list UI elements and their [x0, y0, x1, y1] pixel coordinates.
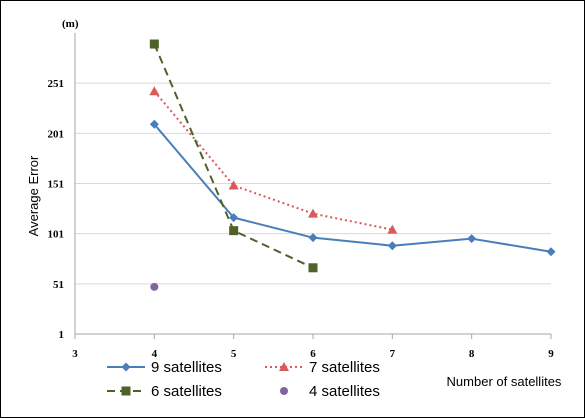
data-point — [149, 86, 160, 96]
data-point — [149, 39, 159, 49]
legend-marker — [121, 362, 131, 372]
legend-label: 9 satellites — [151, 359, 222, 376]
data-point — [308, 263, 318, 273]
series-line — [153, 90, 393, 231]
y-tick-label: 101 — [48, 229, 65, 241]
series-7-satellites — [149, 86, 398, 234]
data-point — [308, 208, 318, 218]
x-tick-label: 8 — [469, 348, 475, 360]
legend-label: 7 satellites — [309, 359, 380, 376]
legend-marker — [121, 386, 131, 396]
y-tick-label: 151 — [48, 179, 65, 191]
y-axis-title: Average Error — [26, 155, 41, 236]
legend-marker — [279, 362, 289, 371]
legend-label: 6 satellites — [151, 383, 222, 400]
x-tick-label: 3 — [72, 348, 78, 360]
gridlines — [75, 82, 551, 285]
x-tick-label: 9 — [548, 348, 554, 360]
y-unit-label: (m) — [62, 18, 79, 30]
legend-marker — [280, 387, 288, 395]
legend-item-7-satellites: 7 satellites — [265, 359, 380, 376]
x-tick-label: 7 — [390, 348, 396, 360]
legend: 9 satellites 7 satellites 6 satellites 4 sa… — [107, 359, 380, 400]
legend-item-6-satellites: 6 satellites — [107, 383, 222, 400]
x-tick-label: 4 — [152, 348, 158, 360]
x-tick-label: 5 — [231, 348, 237, 360]
y-tick-label: 1 — [59, 329, 65, 341]
data-point — [149, 119, 159, 129]
y-tick-label: 51 — [53, 279, 64, 291]
series-6-satellites — [149, 39, 318, 273]
axes — [74, 33, 552, 339]
x-tick-label: 6 — [310, 348, 316, 360]
data-point — [150, 282, 159, 291]
data-point — [387, 241, 397, 251]
series-line — [153, 123, 552, 253]
series-9-satellites — [149, 119, 556, 257]
legend-label: 4 satellites — [309, 383, 380, 400]
x-axis-title: Number of satellites — [447, 374, 562, 389]
series-layer — [149, 39, 556, 291]
y-tick-label: 251 — [48, 78, 65, 90]
y-tick-label: 201 — [48, 128, 65, 140]
legend-item-4-satellites: 4 satellites — [280, 383, 380, 400]
data-point — [229, 226, 239, 236]
data-point — [387, 224, 398, 234]
data-point — [546, 247, 556, 257]
data-point — [308, 233, 318, 243]
series-4-satellites — [150, 282, 159, 291]
data-point — [467, 234, 477, 244]
legend-item-9-satellites: 9 satellites — [107, 359, 222, 376]
data-point — [229, 213, 239, 223]
data-point — [228, 180, 239, 190]
